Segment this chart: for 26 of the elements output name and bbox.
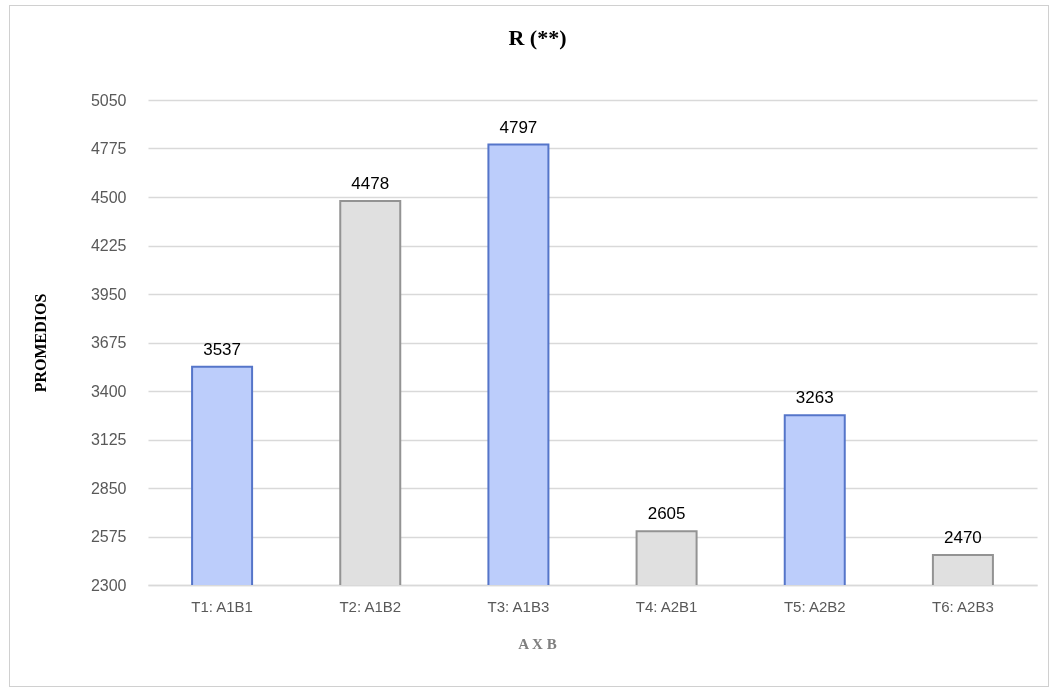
data-label: 4797 xyxy=(499,117,538,137)
y-tick-label: 3675 xyxy=(90,334,127,351)
y-tick-label: 4500 xyxy=(90,188,127,206)
y-tick-label: 2850 xyxy=(90,479,127,497)
y-tick-label: 3950 xyxy=(90,285,127,303)
y-tick-label: 2300 xyxy=(90,576,127,594)
x-tick-label: T1: A1B1 xyxy=(191,597,253,615)
x-tick-label: T3: A1B3 xyxy=(487,597,550,615)
y-tick-label: 4775 xyxy=(90,140,127,157)
x-tick-label: T2: A1B2 xyxy=(339,597,402,615)
data-label: 3263 xyxy=(795,388,834,408)
chart-title: R (**) xyxy=(508,25,567,50)
y-tick-label: 5050 xyxy=(90,91,127,109)
x-tick-label: T6: A2B3 xyxy=(932,597,994,615)
y-tick-label: 3400 xyxy=(90,382,127,400)
data-label: 2470 xyxy=(944,528,982,548)
y-axis-title: PROMEDIOS xyxy=(31,293,49,393)
x-tick-label: T4: A2B1 xyxy=(635,597,698,615)
y-tick-label: 4225 xyxy=(90,237,127,254)
x-tick-label: T5: A2B2 xyxy=(783,597,846,615)
x-axis-title: A X B xyxy=(518,635,557,652)
y-tick-label: 3125 xyxy=(90,431,127,448)
data-label: 2605 xyxy=(647,504,686,524)
y-tick-label: 2575 xyxy=(90,528,127,545)
data-label: 3537 xyxy=(203,339,241,359)
data-label: 4478 xyxy=(351,173,390,193)
